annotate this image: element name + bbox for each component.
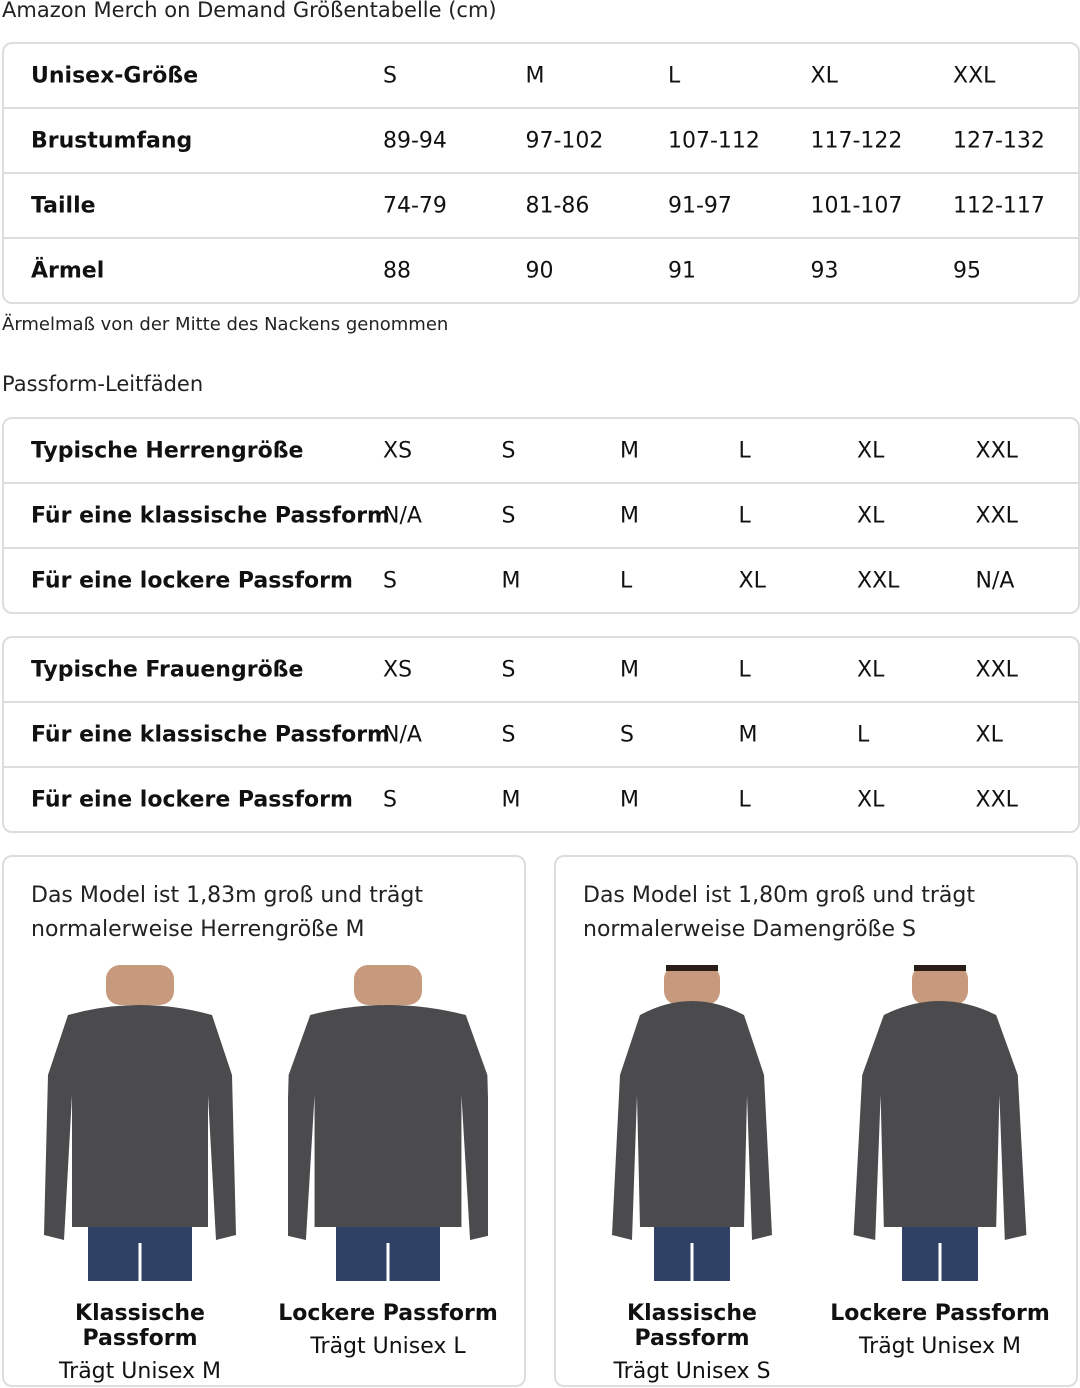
table-row: Für eine klassische Passform N/A S S M L XL bbox=[4, 701, 1078, 766]
model-description: Das Model ist 1,83m groß und trägt normal… bbox=[31, 883, 423, 942]
model-photo bbox=[853, 965, 1027, 1281]
table-cell: XL bbox=[738, 568, 766, 593]
women-fit-table: Typische Frauengröße XS S M L XL XXL Für eine k… bbox=[2, 636, 1080, 833]
table-cell: 117-122 bbox=[810, 128, 903, 153]
table-cell: XXL bbox=[857, 568, 900, 593]
table-cell: L bbox=[738, 503, 751, 528]
table-cell: M bbox=[620, 787, 639, 812]
size-table: Unisex-Größe S M L XL XXL Brustumfang 89-94 97-1… bbox=[2, 42, 1080, 304]
table-cell: L bbox=[738, 438, 751, 463]
fit-heading: Passform-Leitfäden bbox=[2, 372, 204, 396]
table-row: Typische Frauengröße XS S M L XL XXL bbox=[4, 638, 1078, 701]
table-cell: N/A bbox=[383, 503, 422, 528]
model-photo bbox=[44, 965, 236, 1281]
model-photo bbox=[612, 965, 772, 1281]
table-cell: 89-94 bbox=[383, 128, 447, 153]
table-cell: L bbox=[738, 657, 751, 682]
table-cell: N/A bbox=[383, 722, 422, 747]
table-cell: XXL bbox=[953, 63, 996, 88]
table-cell: XL bbox=[857, 657, 885, 682]
table-cell: 97-102 bbox=[525, 128, 604, 153]
table-cell: XL bbox=[857, 787, 885, 812]
table-cell: L bbox=[857, 722, 870, 747]
model-photo bbox=[284, 965, 492, 1281]
table-cell: 81-86 bbox=[525, 193, 590, 218]
row-label: Für eine klassische Passform bbox=[31, 722, 390, 747]
table-cell: 91-97 bbox=[668, 193, 732, 218]
men-fit-table: Typische Herrengröße XS S M L XL XXL Für eine k… bbox=[2, 417, 1080, 614]
table-cell: 95 bbox=[953, 258, 981, 283]
row-label: Für eine lockere Passform bbox=[31, 787, 353, 812]
table-cell: 90 bbox=[525, 258, 554, 283]
table-cell: L bbox=[738, 787, 751, 812]
table-cell: 74-79 bbox=[383, 193, 447, 218]
model-caption: Lockere Passform Trägt Unisex L bbox=[278, 1301, 498, 1359]
table-row: Für eine lockere Passform S M L XL XXL N/A bbox=[4, 547, 1078, 612]
row-label: Taille bbox=[31, 193, 96, 218]
row-label: Für eine klassische Passform bbox=[31, 503, 390, 528]
table-cell: N/A bbox=[975, 568, 1015, 593]
table-cell: S bbox=[501, 657, 516, 682]
row-label: Typische Herrengröße bbox=[31, 438, 304, 463]
table-cell: XL bbox=[975, 722, 1003, 747]
row-label: Typische Frauengröße bbox=[31, 657, 304, 682]
table-cell: S bbox=[501, 438, 516, 463]
table-cell: S bbox=[620, 722, 634, 747]
row-label: Für eine lockere Passform bbox=[31, 568, 353, 593]
model-card-men: Das Model ist 1,83m groß und trägt normal… bbox=[2, 855, 526, 1387]
table-cell: XL bbox=[857, 438, 885, 463]
table-cell: S bbox=[383, 63, 397, 88]
table-cell: M bbox=[501, 787, 521, 812]
table-cell: XXL bbox=[975, 787, 1018, 812]
table-cell: 112-117 bbox=[953, 193, 1045, 218]
table-cell: S bbox=[501, 503, 516, 528]
table-cell: M bbox=[620, 503, 639, 528]
table-cell: 88 bbox=[383, 258, 411, 283]
table-cell: XL bbox=[857, 503, 885, 528]
table-row: Unisex-Größe S M L XL XXL bbox=[4, 44, 1078, 107]
table-cell: M bbox=[620, 657, 639, 682]
table-cell: XXL bbox=[975, 438, 1018, 463]
table-cell: 93 bbox=[810, 258, 839, 283]
table-cell: 127-132 bbox=[953, 128, 1045, 153]
row-label: Unisex-Größe bbox=[31, 63, 199, 88]
table-cell: 107-112 bbox=[668, 128, 760, 153]
table-row: Brustumfang 89-94 97-102 107-112 117-122 127-… bbox=[4, 107, 1078, 172]
table-cell: XL bbox=[810, 63, 838, 88]
table-row: Für eine klassische Passform N/A S M L XL XXL bbox=[4, 482, 1078, 547]
sleeve-note: Ärmelmaß von der Mitte des Nackens genom… bbox=[2, 314, 449, 335]
table-cell: M bbox=[738, 722, 758, 747]
model-description: Das Model ist 1,80m groß und trägt normal… bbox=[583, 883, 975, 942]
table-cell: XS bbox=[383, 438, 413, 463]
page-title: Amazon Merch on Demand Größentabelle (cm… bbox=[2, 0, 497, 22]
row-label: Ärmel bbox=[31, 258, 105, 283]
table-cell: S bbox=[501, 722, 516, 747]
table-row: Für eine lockere Passform S M M L XL XXL bbox=[4, 766, 1078, 831]
table-row: Taille 74-79 81-86 91-97 101-107 112-117 bbox=[4, 172, 1078, 237]
table-row: Ärmel 88 90 91 93 95 bbox=[4, 237, 1078, 302]
table-cell: M bbox=[620, 438, 639, 463]
table-cell: 101-107 bbox=[810, 193, 903, 218]
table-cell: XXL bbox=[975, 503, 1018, 528]
model-caption: Klassische Passform Trägt Unisex M bbox=[58, 1301, 222, 1384]
table-cell: S bbox=[383, 787, 397, 812]
table-cell: L bbox=[620, 568, 633, 593]
table-cell: M bbox=[501, 568, 521, 593]
table-row: Typische Herrengröße XS S M L XL XXL bbox=[4, 419, 1078, 482]
table-cell: XS bbox=[383, 657, 413, 682]
table-cell: XXL bbox=[975, 657, 1018, 682]
model-card-women: Das Model ist 1,80m groß und trägt normal… bbox=[554, 855, 1078, 1387]
model-caption: Lockere Passform Trägt Unisex M bbox=[830, 1301, 1050, 1359]
model-caption: Klassische Passform Trägt Unisex S bbox=[613, 1301, 771, 1384]
row-label: Brustumfang bbox=[31, 128, 193, 153]
table-cell: L bbox=[668, 63, 681, 88]
table-cell: S bbox=[383, 568, 397, 593]
table-cell: M bbox=[525, 63, 545, 88]
table-cell: 91 bbox=[668, 258, 696, 283]
